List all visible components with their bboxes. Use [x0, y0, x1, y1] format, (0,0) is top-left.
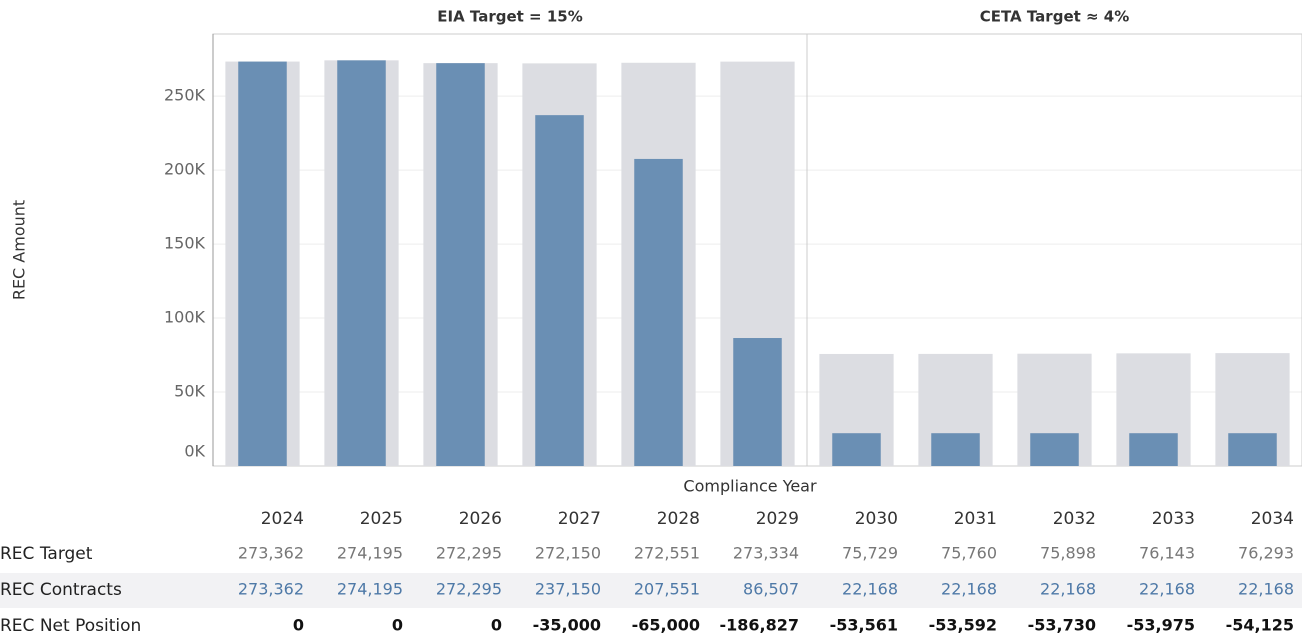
table-cell: -53,730 [1028, 616, 1096, 635]
column-header: 2029 [756, 509, 799, 529]
table-cell: 0 [293, 616, 304, 635]
x-axis-title: Compliance Year [683, 477, 817, 496]
table-cell: 207,551 [634, 580, 700, 599]
table-cell: 273,362 [238, 580, 304, 599]
bar [733, 338, 782, 466]
table-cell: -54,125 [1226, 616, 1294, 635]
column-header: 2030 [855, 509, 898, 529]
table-cell: 76,143 [1139, 544, 1195, 563]
column-header: 2026 [459, 509, 502, 529]
table-cell: 272,295 [436, 544, 502, 563]
bar [634, 158, 683, 467]
table-cell: 75,729 [842, 544, 898, 563]
panel-title: CETA Target ≈ 4% [980, 8, 1130, 26]
table-cell: 274,195 [337, 580, 403, 599]
table-cell: 0 [392, 616, 403, 635]
table-cell: 22,168 [1238, 580, 1294, 599]
bar [436, 63, 485, 467]
table-cell: 273,362 [238, 544, 304, 563]
bar [337, 60, 386, 466]
y-tick-label: 200K [164, 160, 206, 179]
table-cell: 22,168 [842, 580, 898, 599]
panel-frame [212, 33, 808, 467]
table-cell: 22,168 [1040, 580, 1096, 599]
bar [832, 433, 881, 466]
column-header: 2032 [1053, 509, 1096, 529]
bar [931, 433, 980, 466]
table-cell: 76,293 [1238, 544, 1294, 563]
bar [238, 61, 287, 466]
y-tick-label: 50K [174, 382, 205, 401]
column-header: 2024 [261, 509, 304, 529]
y-tick-label: 0K [184, 442, 205, 461]
y-tick-label: 250K [164, 86, 206, 105]
table-cell: 22,168 [1139, 580, 1195, 599]
table-cell: -53,592 [929, 616, 997, 635]
table-cell: 273,334 [733, 544, 799, 563]
table-cell: 272,551 [634, 544, 700, 563]
row-label: REC Target [0, 544, 93, 564]
column-header: 2034 [1251, 509, 1294, 529]
panel-title: EIA Target = 15% [437, 8, 582, 26]
row-label: REC Net Position [0, 616, 141, 636]
table-cell: 0 [491, 616, 502, 635]
bar [1228, 433, 1277, 466]
column-header: 2033 [1152, 509, 1195, 529]
table-cell: -35,000 [533, 616, 601, 635]
table-cell: -65,000 [632, 616, 700, 635]
table-cell: -53,975 [1127, 616, 1195, 635]
bar [1129, 433, 1178, 466]
table-cell: -186,827 [719, 616, 799, 635]
table-cell: 274,195 [337, 544, 403, 563]
table-cell: 272,150 [535, 544, 601, 563]
table-cell: 75,760 [941, 544, 997, 563]
y-tick-label: 100K [164, 308, 206, 327]
column-header: 2027 [558, 509, 601, 529]
bar [1030, 433, 1079, 466]
table-cell: 75,898 [1040, 544, 1096, 563]
table-cell: 237,150 [535, 580, 601, 599]
row-shade [0, 573, 1302, 608]
bar [535, 115, 584, 466]
column-header: 2025 [360, 509, 403, 529]
table-cell: 272,295 [436, 580, 502, 599]
table-cell: 86,507 [743, 580, 799, 599]
table-cell: 22,168 [941, 580, 997, 599]
y-tick-label: 150K [164, 234, 206, 253]
column-header: 2028 [657, 509, 700, 529]
row-label: REC Contracts [0, 580, 122, 600]
y-axis-title: REC Amount [10, 200, 29, 300]
table-cell: -53,561 [830, 616, 898, 635]
column-header: 2031 [954, 509, 997, 529]
